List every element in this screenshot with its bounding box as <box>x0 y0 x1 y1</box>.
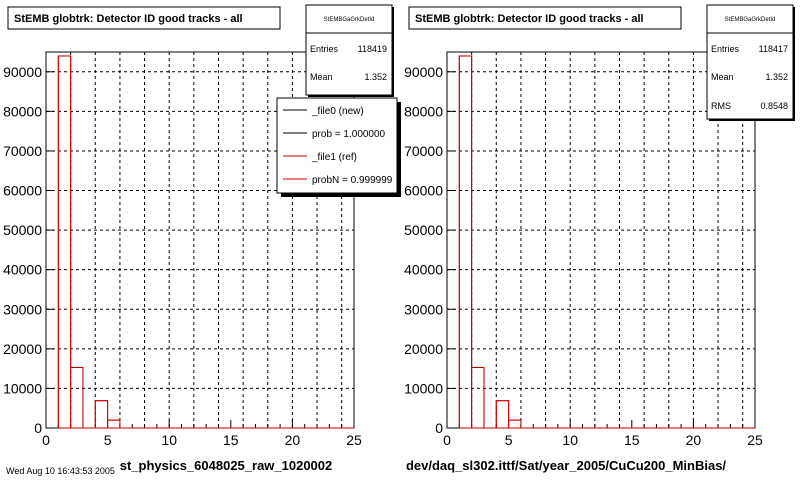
histogram-panel-2: 0 5 10 15 20 25 0 10000 20000 30000 40000 50000 6000… <box>404 4 795 473</box>
stats-name: StEMBGaGrkDetId <box>725 17 776 23</box>
x-tick-label: 10 <box>562 432 578 448</box>
histogram-panel-1: 0 5 10 15 20 25 0 10000 20000 30000 40000 50000 6000… <box>3 4 401 473</box>
legend-box <box>276 97 398 194</box>
y-tick-label: 90000 <box>3 64 42 80</box>
x-tick-label: 15 <box>223 432 239 448</box>
y-tick-label: 60000 <box>3 183 42 199</box>
stats-entries-value: 118417 <box>759 44 788 54</box>
y-tick-label: 70000 <box>3 143 42 159</box>
histogram-bar <box>107 419 121 429</box>
y-tick-label: 40000 <box>3 262 42 278</box>
footer-timestamp: Wed Aug 10 16:43:53 2005 <box>6 466 115 476</box>
x-tick-label: 15 <box>624 432 640 448</box>
plot-title: StEMB globtrk: Detector ID good tracks -… <box>415 13 644 25</box>
y-tick-label: 80000 <box>404 103 443 119</box>
stats-mean-label: Mean <box>310 72 333 82</box>
legend-label: probN = 0.999999 <box>312 175 393 186</box>
stats-entries-label: Entries <box>310 44 339 54</box>
histogram-bar <box>70 366 84 429</box>
histogram-bar <box>471 366 485 429</box>
y-tick-label: 70000 <box>404 143 443 159</box>
legend: _file0 (new) prob = 1.000000 _file1 (ref) p… <box>276 97 401 197</box>
y-tick-label: 20000 <box>3 341 42 357</box>
plot-title: StEMB globtrk: Detector ID good tracks -… <box>14 13 243 25</box>
y-tick-label: 0 <box>34 420 42 436</box>
y-tick-label: 10000 <box>404 380 443 396</box>
y-tick-label: 80000 <box>3 103 42 119</box>
x-tick-label: 5 <box>505 432 513 448</box>
stats-mean-value: 1.352 <box>765 72 788 82</box>
stats-mean-value: 1.352 <box>364 72 387 82</box>
histogram-bar <box>495 400 510 429</box>
title-box <box>408 6 682 30</box>
x-tick-label: 20 <box>285 432 301 448</box>
x-tick-label: 5 <box>104 432 112 448</box>
stats-rms-value: 0.8548 <box>760 101 788 111</box>
y-tick-label: 30000 <box>3 301 42 317</box>
stats-mean-label: Mean <box>711 72 734 82</box>
x-axis-label: dev/daq_sl302.ittf/Sat/year_2005/CuCu200… <box>406 458 726 473</box>
y-tick-label: 20000 <box>404 341 443 357</box>
stats-rms-label: RMS <box>711 101 731 111</box>
y-tick-label: 40000 <box>404 262 443 278</box>
y-tick-label: 50000 <box>3 222 42 238</box>
x-tick-label: 0 <box>42 432 50 448</box>
stats-entries-label: Entries <box>711 44 740 54</box>
x-axis-label: st_physics_6048025_raw_1020002 <box>120 458 333 473</box>
histogram-bar <box>458 55 473 429</box>
histogram-bar <box>57 55 72 429</box>
stats-name: StEMBGaGrkDetId <box>324 17 375 23</box>
y-tick-label: 10000 <box>3 380 42 396</box>
legend-label: _file1 (ref) <box>311 152 357 163</box>
y-tick-label: 30000 <box>404 301 443 317</box>
legend-label: _file0 (new) <box>311 106 364 117</box>
y-tick-label: 50000 <box>404 222 443 238</box>
stats-box <box>706 4 794 120</box>
y-tick-label: 0 <box>435 420 443 436</box>
histogram-bar <box>508 419 522 429</box>
x-tick-label: 25 <box>747 432 763 448</box>
y-tick-label: 60000 <box>404 183 443 199</box>
stats-entries-value: 118419 <box>358 44 387 54</box>
x-tick-label: 0 <box>443 432 451 448</box>
stats-box <box>305 4 393 96</box>
title-box <box>7 6 281 30</box>
x-tick-label: 10 <box>161 432 177 448</box>
x-tick-label: 25 <box>346 432 362 448</box>
legend-label: prob = 1.000000 <box>312 129 386 140</box>
y-tick-label: 90000 <box>404 64 443 80</box>
x-tick-label: 20 <box>686 432 702 448</box>
histogram-bar <box>94 400 109 429</box>
